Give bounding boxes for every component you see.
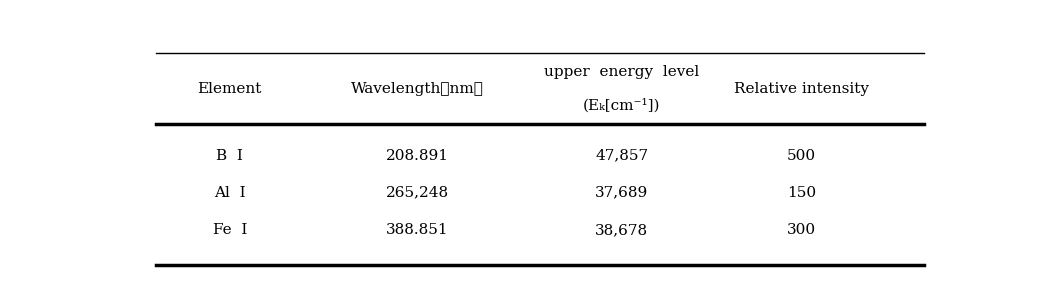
Text: 388.851: 388.851 xyxy=(387,223,449,237)
Text: upper  energy  level: upper energy level xyxy=(544,65,700,79)
Text: (Eₖ[cm⁻¹]): (Eₖ[cm⁻¹]) xyxy=(583,98,661,112)
Text: 37,689: 37,689 xyxy=(596,186,648,200)
Text: Fe  I: Fe I xyxy=(213,223,247,237)
Text: 208.891: 208.891 xyxy=(386,148,449,162)
Text: 38,678: 38,678 xyxy=(596,223,648,237)
Text: Element: Element xyxy=(197,82,262,95)
Text: B  I: B I xyxy=(216,148,243,162)
Text: 47,857: 47,857 xyxy=(596,148,648,162)
Text: 300: 300 xyxy=(787,223,816,237)
Text: Relative intensity: Relative intensity xyxy=(734,82,870,95)
Text: 150: 150 xyxy=(787,186,816,200)
Text: 500: 500 xyxy=(787,148,816,162)
Text: Wavelength（nm）: Wavelength（nm） xyxy=(351,82,484,95)
Text: 265,248: 265,248 xyxy=(386,186,449,200)
Text: Al  I: Al I xyxy=(214,186,246,200)
